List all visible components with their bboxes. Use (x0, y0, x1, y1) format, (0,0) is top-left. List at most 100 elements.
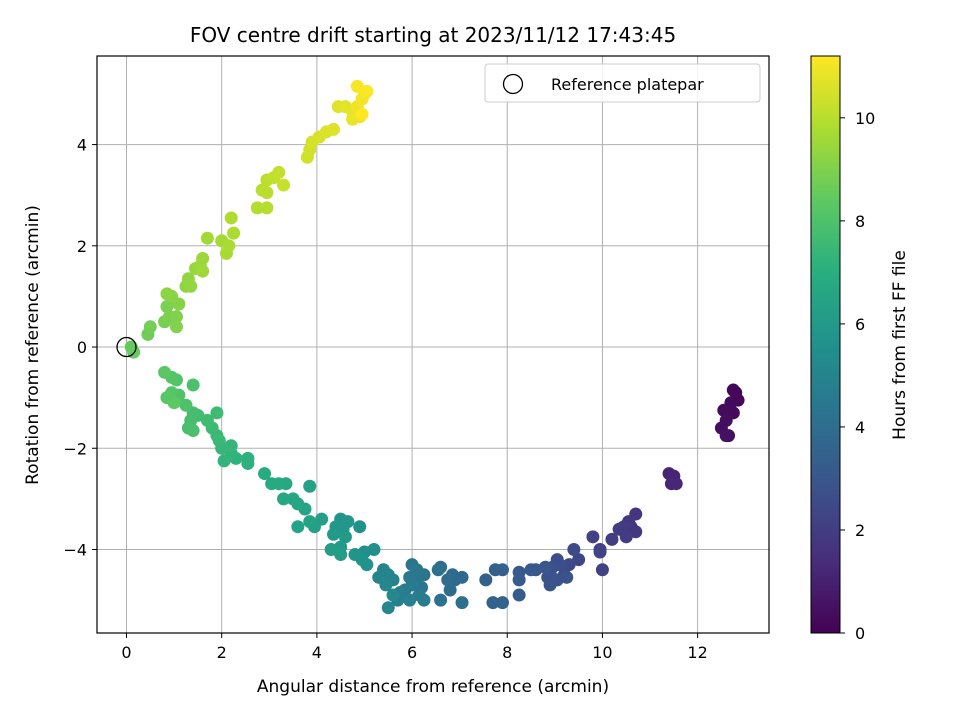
data-point (386, 588, 400, 602)
data-point (250, 201, 264, 215)
colorbar-tick-label: 8 (855, 212, 865, 231)
data-point (417, 593, 431, 607)
x-axis-label: Angular distance from reference (arcmin) (257, 677, 609, 697)
data-point (495, 596, 509, 610)
data-point (186, 424, 200, 438)
colorbar-frame (810, 55, 841, 634)
y-tick-label: 4 (77, 136, 87, 155)
data-point (303, 515, 317, 529)
data-point (572, 553, 586, 567)
x-tick-label: 2 (217, 643, 227, 662)
x-tick-label: 4 (312, 643, 322, 662)
x-tick-label: 8 (502, 643, 512, 662)
legend-marker (502, 73, 524, 95)
plot-frame (96, 55, 770, 634)
y-tick-label: 2 (77, 237, 87, 256)
data-point (167, 396, 181, 410)
x-tick-label: 6 (407, 643, 417, 662)
data-point (360, 558, 374, 572)
colorbar: 0 2 4 6 8 10 Hours from first FF file (810, 55, 910, 643)
data-point (160, 287, 174, 301)
data-point (524, 563, 538, 577)
data-point (669, 477, 683, 491)
data-point (224, 211, 238, 225)
data-point (158, 365, 172, 379)
data-point (327, 527, 341, 541)
x-axis-ticks: 0 2 4 6 8 10 12 (121, 633, 708, 662)
data-point (443, 583, 457, 597)
data-point (184, 279, 198, 293)
data-point (560, 570, 574, 584)
data-point (210, 406, 224, 420)
data-point (403, 593, 417, 607)
data-point (717, 403, 731, 417)
data-point (479, 573, 493, 587)
colorbar-gradient (811, 56, 840, 633)
colorbar-tick-label: 2 (855, 521, 865, 540)
data-point (488, 563, 502, 577)
data-point (605, 532, 619, 546)
data-point (200, 413, 214, 427)
y-tick-label: −2 (63, 439, 87, 458)
x-tick-label: 10 (592, 643, 612, 662)
data-point (160, 300, 174, 314)
data-point (217, 454, 231, 468)
colorbar-tick-label: 10 (855, 109, 875, 128)
data-point (277, 178, 291, 192)
data-point (124, 340, 138, 354)
data-point (286, 492, 300, 506)
data-point (619, 530, 633, 544)
data-point (586, 530, 600, 544)
data-point (303, 479, 317, 493)
data-point (241, 451, 255, 465)
data-point (169, 320, 183, 334)
y-axis-ticks: −4 −2 0 2 4 (63, 136, 97, 559)
data-point (265, 477, 279, 491)
data-point (186, 378, 200, 392)
colorbar-ticks: 0 2 4 6 8 10 (840, 109, 875, 643)
data-point (512, 573, 526, 587)
y-tick-label: 0 (77, 338, 87, 357)
legend-entry-label: Reference platepar (551, 75, 704, 94)
y-axis-label: Rotation from reference (arcmin) (23, 205, 43, 485)
chart-title: FOV centre drift starting at 2023/11/12 … (190, 23, 676, 47)
data-point (179, 398, 193, 412)
data-point (562, 558, 576, 572)
data-point (434, 593, 448, 607)
data-point (431, 563, 445, 577)
data-point (272, 165, 286, 179)
colorbar-tick-label: 6 (855, 315, 865, 334)
data-point (291, 520, 305, 534)
data-point (196, 251, 210, 265)
data-point (260, 186, 274, 200)
reference-marker-layer (116, 336, 137, 358)
data-point (455, 596, 469, 610)
data-point (722, 429, 736, 443)
data-point (350, 79, 364, 93)
data-point (200, 231, 214, 245)
colorbar-tick-label: 4 (855, 418, 865, 437)
data-point (629, 525, 643, 539)
data-point (260, 201, 274, 215)
grid-lines (97, 56, 769, 633)
data-point (567, 542, 581, 556)
data-point (593, 545, 607, 559)
data-point (338, 530, 352, 544)
scatter-points (124, 79, 745, 615)
data-point (441, 573, 455, 587)
data-point (512, 588, 526, 602)
data-point (334, 548, 348, 562)
x-tick-label: 0 (121, 643, 131, 662)
data-point (227, 226, 241, 240)
data-point (169, 310, 183, 324)
colorbar-label: Hours from first FF file (890, 250, 910, 440)
y-tick-label: −4 (63, 540, 87, 559)
data-point (348, 548, 362, 562)
data-point (381, 601, 395, 615)
x-tick-label: 12 (687, 643, 707, 662)
data-point (726, 383, 740, 397)
data-point (486, 596, 500, 610)
data-point (341, 515, 355, 529)
data-point (595, 563, 609, 577)
